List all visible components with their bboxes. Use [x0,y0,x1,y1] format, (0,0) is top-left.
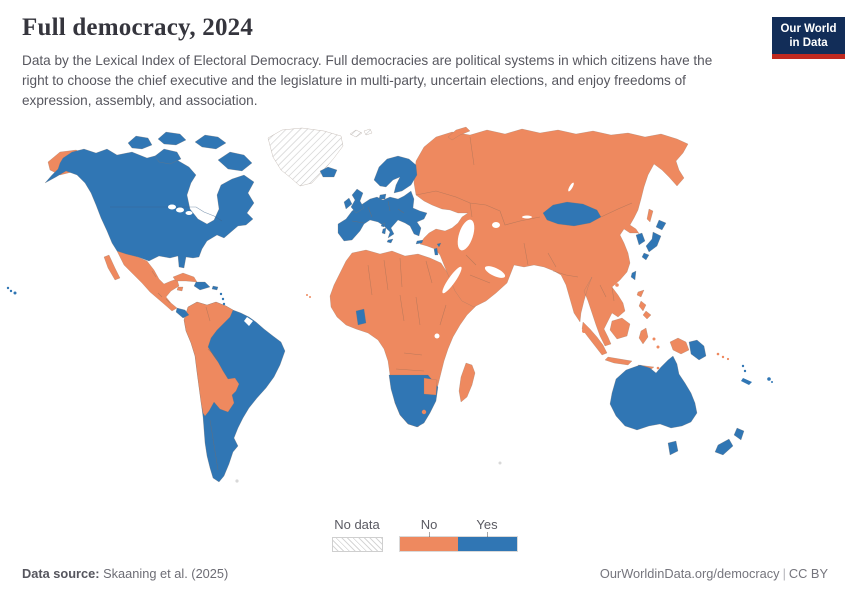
legend-color-bar [399,536,518,552]
region-new-zealand[interactable] [714,427,745,456]
owid-logo-accent-bar [772,54,845,60]
footer-separator: | [782,566,786,581]
chart-header: Full democracy, 2024 Data by the Lexical… [22,14,762,111]
owid-logo-line1: Our World [780,23,837,35]
legend-tick-yes [487,532,488,537]
region-philippines[interactable] [636,289,652,320]
region-sakhalin[interactable] [646,208,654,223]
region-taiwan[interactable] [630,270,637,281]
region-lesotho[interactable] [421,409,427,415]
region-panama[interactable] [175,307,190,319]
region-western-europe[interactable] [337,190,428,242]
data-source-note: Data source: Skaaning et al. (2025) [22,566,228,581]
world-map [0,125,850,515]
region-south-america-non-democracies[interactable] [183,301,240,417]
region-pacific-islands[interactable] [741,364,773,385]
region-denmark[interactable] [378,193,387,200]
world-map-svg [6,126,773,483]
region-falkland-islands [235,479,239,483]
us-canada-border [110,206,223,222]
legend-yes-swatch[interactable] [458,537,517,551]
inland-seas [432,182,574,339]
region-iceland[interactable] [319,166,338,178]
region-sri-lanka[interactable] [582,329,586,333]
region-tasmania[interactable] [667,440,679,456]
region-ireland[interactable] [343,197,353,210]
legend-no-swatch[interactable] [400,537,458,551]
region-moluccas[interactable] [652,337,660,370]
great-lakes [168,204,193,215]
owid-logo[interactable]: Our World in Data [772,17,845,60]
region-indonesia[interactable] [581,317,655,371]
region-canadian-arctic-islands[interactable] [127,131,253,172]
region-japan[interactable] [641,219,667,261]
region-greenland[interactable] [267,127,344,187]
region-madagascar[interactable] [458,362,476,403]
region-mediterranean-islands[interactable] [380,222,442,248]
region-novaya-zemlya[interactable] [447,126,471,141]
region-hawaii[interactable] [6,286,17,295]
region-australia[interactable] [609,355,698,431]
region-dominican-republic[interactable] [193,281,211,291]
region-jamaica[interactable] [176,286,184,292]
region-south-korea[interactable] [635,232,646,246]
region-canada-usa[interactable] [44,148,255,269]
region-solomon-islands[interactable] [716,352,730,361]
region-puerto-rico[interactable] [211,285,219,291]
license-link[interactable]: CC BY [788,566,828,581]
legend-no-data-swatch[interactable] [332,537,383,552]
region-cape-verde[interactable] [306,294,311,298]
owid-logo-box: Our World in Data [772,17,845,55]
chart-subtitle: Data by the Lexical Index of Electoral D… [22,53,713,109]
region-french-guiana [244,317,253,326]
region-united-kingdom[interactable] [350,188,365,214]
map-legend: No data No Yes [0,515,850,553]
region-mexico-central-america[interactable] [116,250,180,312]
footer-links: OurWorldinData.org/democracy | CC BY [600,566,828,581]
region-lesser-antilles[interactable] [219,292,226,306]
owid-logo-line2: in Data [789,37,828,50]
region-hainan[interactable] [615,283,619,287]
region-israel[interactable] [433,247,439,256]
chart-title: Full democracy, 2024 [22,14,254,41]
data-source-label: Data source: [22,566,100,581]
country-borders [151,136,633,471]
legend-tick-no [429,532,430,537]
region-southern-islands [498,461,502,465]
region-scandinavia[interactable] [373,155,418,194]
region-svalbard[interactable] [349,128,373,138]
region-baja-california[interactable] [103,254,121,281]
region-botswana[interactable] [423,377,438,396]
region-ghana[interactable] [355,308,367,326]
legend-no-data-label: No data [334,517,380,532]
region-papua-new-guinea[interactable] [688,339,707,361]
region-west-papua[interactable] [669,337,690,355]
owid-url-link[interactable]: OurWorldinData.org/democracy [599,566,780,581]
data-source-value: Skaaning et al. (2025) [99,566,229,581]
region-cuba[interactable] [172,272,198,283]
legend-no-label: No [420,517,438,532]
legend-yes-label: Yes [476,517,498,532]
